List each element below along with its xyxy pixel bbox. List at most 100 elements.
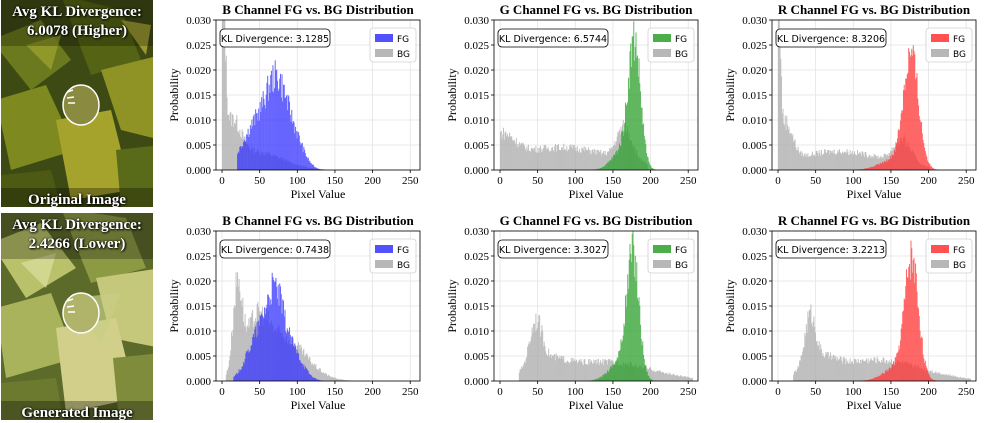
y-tick-label: 0.030 [186, 226, 211, 238]
bg-bar [829, 154, 831, 170]
bg-bar [930, 372, 932, 381]
fg-bar [869, 167, 871, 170]
fg-bar [646, 156, 648, 170]
fg-bar [317, 379, 319, 381]
bg-bar [784, 125, 786, 170]
chart-title: G Channel FG vs. BG Distribution [500, 213, 694, 228]
y-tick-label: 0.030 [464, 15, 489, 27]
bg-bar [574, 150, 576, 170]
bg-bar [340, 379, 342, 381]
bg-bar [835, 154, 837, 170]
fg-bar [262, 91, 264, 170]
fg-bar [908, 266, 910, 381]
bg-bar [951, 375, 953, 381]
fg-bar [920, 122, 922, 170]
bg-bar [845, 153, 847, 170]
fg-bar [615, 150, 617, 170]
fg-bar [625, 105, 627, 170]
fg-bar [286, 95, 288, 170]
bg-bar [338, 379, 340, 381]
fg-bar [256, 321, 258, 381]
fg-bar [618, 148, 620, 170]
bg-bar [656, 370, 658, 381]
bg-bar [563, 355, 565, 381]
fg-bar [642, 341, 644, 381]
fg-bar [285, 97, 287, 170]
bg-bar [339, 379, 341, 381]
bg-bar [501, 138, 503, 170]
bg-bar [657, 370, 659, 381]
bg-bar [792, 134, 794, 170]
fg-bar [610, 365, 612, 381]
bg-bar [838, 358, 840, 381]
fg-bar [868, 379, 870, 381]
x-tick-label: 50 [532, 386, 544, 398]
bg-bar [231, 336, 233, 381]
fg-bar [623, 131, 625, 170]
bg-bar [235, 272, 237, 381]
bg-bar [583, 146, 585, 170]
bg-bar [551, 147, 553, 170]
fg-bar [306, 368, 308, 381]
fg-bar [921, 336, 923, 381]
fg-bar [652, 168, 654, 170]
x-tick-label: 200 [364, 386, 381, 398]
fg-bar [291, 109, 293, 170]
fg-bar [274, 281, 276, 381]
fg-bar [250, 345, 252, 381]
bg-bar [570, 361, 572, 381]
fg-bar [626, 104, 628, 170]
bg-bar [799, 152, 801, 170]
bg-bar [224, 20, 226, 170]
bg-bar [521, 366, 523, 381]
bg-bar [869, 154, 871, 170]
bg-bar [957, 377, 959, 381]
fg-bar [307, 157, 309, 170]
bg-bar [582, 149, 584, 170]
bg-bar [515, 144, 517, 170]
fg-bar [261, 313, 263, 381]
bg-bar [829, 356, 831, 381]
fg-bar [591, 380, 593, 381]
fg-bar [869, 379, 871, 381]
bg-bar [854, 358, 856, 381]
original-caption: Original Image [28, 192, 126, 207]
fg-bar [872, 166, 874, 170]
bg-bar [938, 374, 940, 381]
bg-bar [864, 152, 866, 170]
fg-bar [889, 367, 891, 381]
fg-bar [305, 368, 307, 381]
legend-fg-swatch [931, 34, 949, 42]
fg-bar [624, 295, 626, 381]
x-tick-label: 100 [845, 175, 862, 187]
chart-title: R Channel FG vs. BG Distribution [778, 213, 971, 228]
bg-bar [867, 157, 869, 170]
bg-bar [804, 332, 806, 381]
bg-bar [964, 378, 966, 381]
fg-bar [244, 358, 246, 381]
bg-bar [786, 115, 788, 170]
bg-bar [829, 352, 831, 381]
legend-fg-label: FG [397, 35, 409, 45]
bg-bar [584, 358, 586, 381]
bg-bar [957, 377, 959, 381]
fg-bar [916, 73, 918, 170]
bg-bar [881, 157, 883, 170]
bg-bar [556, 355, 558, 381]
bg-bar [831, 152, 833, 170]
bg-bar [817, 155, 819, 170]
fg-bar [294, 133, 296, 170]
fg-bar [862, 169, 864, 170]
fg-bar [254, 125, 256, 170]
bg-bar [606, 155, 608, 170]
bg-bar [816, 150, 818, 170]
fg-bar [286, 333, 288, 381]
bg-bar [555, 151, 557, 170]
fg-bar [318, 379, 320, 381]
fg-bar [255, 326, 257, 381]
x-tick-label: 0 [775, 175, 781, 187]
bg-bar [248, 318, 250, 381]
fg-bar [924, 360, 926, 381]
bg-bar [842, 357, 844, 381]
fg-bar [282, 300, 284, 381]
